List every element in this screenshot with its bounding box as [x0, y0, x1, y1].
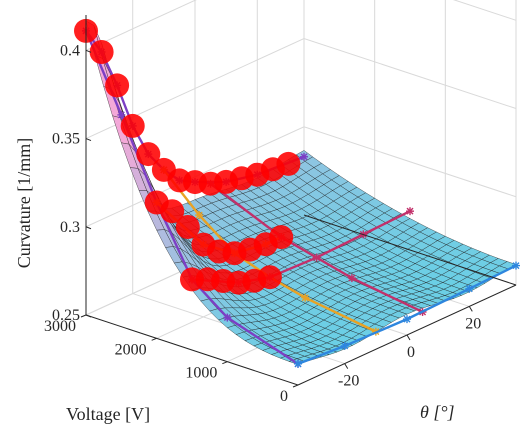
series-point	[403, 315, 411, 324]
z-axis-label: Curvature [1/mm]	[14, 138, 34, 268]
y-tick-mark	[292, 384, 299, 388]
y-axis-label: Voltage [V]	[66, 404, 150, 424]
x-axis-label: θ [°]	[420, 402, 455, 422]
z-tick-mark	[85, 226, 92, 230]
y-tick-mark	[80, 314, 87, 318]
series-point	[294, 359, 302, 368]
y-tick-mark	[151, 337, 157, 341]
data-marker	[89, 40, 114, 64]
z-tick-mark	[85, 314, 92, 318]
y-tick-label: 0	[280, 388, 288, 405]
series-point	[347, 274, 356, 283]
series-line	[162, 169, 377, 333]
z-tick-mark	[85, 138, 92, 141]
red-markers	[74, 18, 301, 295]
axis-edge	[303, 214, 517, 286]
z-tick-label: 0.25	[52, 307, 80, 324]
series-point	[301, 293, 310, 302]
tick-labels: 0.25 0.3 0.35 0.4 0 1000 2000 3000 -20 0 20	[44, 42, 481, 405]
series-point	[340, 341, 349, 350]
z-tick-mark	[85, 49, 92, 53]
data-marker	[276, 151, 301, 176]
z-tick-label: 0.3	[60, 219, 80, 236]
series-point	[465, 284, 474, 293]
x-tick-mark	[344, 363, 349, 369]
series-line	[84, 30, 299, 365]
series-point	[312, 253, 321, 262]
z-tick-label: 0.4	[60, 42, 80, 59]
series-point	[406, 207, 414, 216]
data-marker	[175, 215, 200, 239]
axis-edge	[85, 314, 299, 386]
x-tick-label: 0	[407, 344, 415, 361]
z-tick-label: 0.35	[52, 131, 80, 148]
x-tick-mark	[406, 334, 411, 341]
data-marker	[120, 113, 145, 138]
series-point	[195, 211, 204, 220]
y-tick-label: 2000	[115, 341, 147, 358]
x-tick-label: 20	[465, 315, 481, 332]
y-tick-label: 1000	[185, 365, 217, 382]
x-tick-mark	[468, 306, 473, 312]
y-tick-label: 3000	[44, 318, 76, 335]
series-point	[223, 313, 232, 322]
data-marker	[136, 142, 161, 167]
data-marker	[160, 199, 185, 224]
z-gridline	[85, 0, 517, 51]
x-tick-label: -20	[338, 373, 359, 390]
series-point	[117, 110, 126, 119]
data-marker	[269, 225, 294, 250]
series-point	[300, 152, 308, 161]
data-marker	[257, 265, 282, 290]
data-marker	[105, 73, 130, 98]
y-tick-mark	[222, 361, 228, 365]
series-point	[512, 261, 520, 270]
